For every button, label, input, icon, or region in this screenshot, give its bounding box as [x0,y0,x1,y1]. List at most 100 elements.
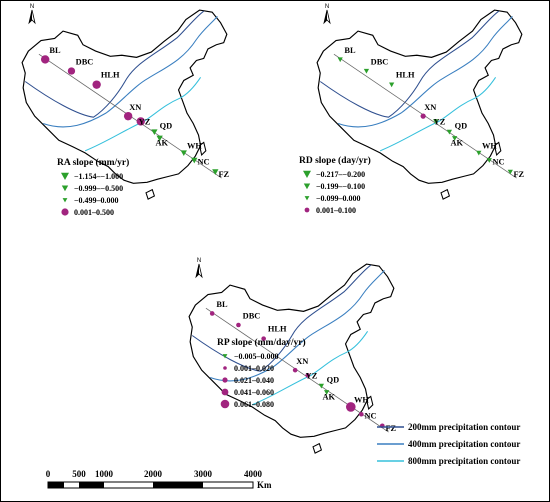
station-label: DBC [243,312,261,321]
station-qd: QD [446,122,468,135]
legend-item: −1.154–−1.000 [61,172,123,181]
station-marker-triangle [507,169,513,175]
map-rp-body: BL DBC HLH XN YZ QD AK WH NC FZ [188,263,397,454]
station-label: HLH [396,70,415,79]
station-hlh: HLH [92,70,120,89]
station-label: DBC [76,58,94,67]
hainan-island [145,189,155,200]
station-label: QD [160,122,173,131]
legend-label: 0.001–0.020 [234,364,274,373]
north-label: N [197,258,201,264]
station-xn: XN [420,103,436,119]
legend-label: −0.999–−0.500 [74,184,123,193]
station-marker-dot [420,113,426,119]
legend-label: −0.099–0.000 [316,194,361,203]
station-ak: AK [322,390,335,402]
station-nc: NC [191,157,210,166]
station-label: QD [455,122,468,131]
scale-bar-frame [47,481,254,489]
legend-label: 0.021–0.040 [234,376,274,385]
station-marker-triangle [191,157,198,164]
station-marker-triangle [337,57,343,63]
legend-label: −0.005–0.000 [234,352,279,361]
legend-label: 0.001–0.100 [316,206,356,215]
legend-item: 0.001–0.500 [61,208,114,217]
station-label: YZ [306,372,318,381]
station-label: YZ [139,118,151,127]
station-label: WH [482,142,497,151]
scale-tick-4000: 4000 [244,469,263,479]
legend-item: 0.001–0.100 [304,206,356,215]
map-ra: BL DBC HLH XN YZ QD AK WH NC FZ N RA slope (mm/yr) −… [21,4,230,217]
contour-legend: 200mm precipitation contour 400mm precip… [377,422,520,466]
station-marker-dot [305,373,311,378]
station-marker-triangle [212,169,219,175]
station-marker-dot [292,367,298,373]
legend-item: 0.021–0.040 [222,376,274,385]
contour-200-label: 200mm precipitation contour [408,422,520,432]
legend-triangle-marker [61,185,69,192]
legend-triangle-marker [303,170,311,178]
station-label: HLH [101,70,120,79]
station-nc: NC [486,157,505,166]
legend-ra: RA slope (mm/yr) −1.154–−1.000 −0.999–−0.5… [57,157,129,217]
station-marker-triangle [180,150,187,157]
legend-dot-marker [223,366,227,370]
legend-label: 0.041–0.060 [234,388,274,397]
station-dbc: DBC [236,312,260,328]
station-label: DBC [371,58,389,67]
station-marker-triangle [446,129,453,135]
legend-dot-marker [222,377,228,383]
station-label: YZ [434,118,446,127]
station-marker-dot [209,311,215,316]
station-wh: WH [180,142,202,157]
station-yz: YZ [433,118,446,127]
station-marker-dot [358,411,364,417]
legend-title: RA slope (mm/yr) [57,157,129,168]
station-qd: QD [318,376,340,389]
station-marker-triangle [389,82,395,88]
station-label: AK [322,393,335,402]
station-marker-dot [123,111,133,121]
station-label: QD [327,376,340,385]
legend-title: RD slope (day/yr) [299,155,371,166]
legend-item: −0.999–−0.500 [61,184,123,193]
contour-800-label: 800mm precipitation contour [408,456,520,466]
station-label: XN [424,103,436,112]
station-marker-dot [67,67,76,75]
legend-rp: RP slope (mm/day/yr) −0.005–0.000 0.001–0.… [217,337,306,409]
station-marker-dot [92,80,101,89]
station-label: BL [216,300,228,309]
legend-dot-marker [221,388,229,396]
station-marker-triangle [151,129,158,136]
station-fz: FZ [507,169,525,179]
map-rd: BL DBC HLH XN YZ QD AK WH NC FZ N RD slope (day/yr)… [299,4,525,215]
legend-item: −0.099–0.000 [304,194,361,203]
station-hlh: HLH [389,70,415,88]
legend-triangle-marker [61,172,69,180]
station-bl: BL [337,46,356,63]
legend-label: −0.499–0.000 [74,196,119,205]
station-label: WH [354,396,369,405]
legend-item: 0.001–0.020 [223,364,274,373]
station-marker-dot [236,322,241,328]
station-yz: YZ [136,117,151,127]
legend-triangle-marker [304,196,310,201]
station-nc: NC [358,411,377,420]
station-marker-triangle [433,119,439,125]
station-label: NC [197,157,209,166]
maps-layer: BL DBC HLH XN YZ QD AK WH NC FZ N RA slope (mm/yr) −… [21,4,525,454]
legend-item: 0.061–0.080 [220,399,274,409]
scale-tick-3000: 3000 [194,469,213,479]
station-bl: BL [209,300,228,316]
hainan-island [440,189,450,200]
station-label: FZ [513,170,524,179]
station-marker-triangle [452,136,458,141]
station-label: XN [296,357,308,366]
station-ak: AK [155,135,168,148]
scale-tick-2000: 2000 [144,469,163,479]
station-dbc: DBC [67,58,94,75]
station-qd: QD [151,122,173,136]
legend-item: −0.217–−0.200 [303,170,365,179]
